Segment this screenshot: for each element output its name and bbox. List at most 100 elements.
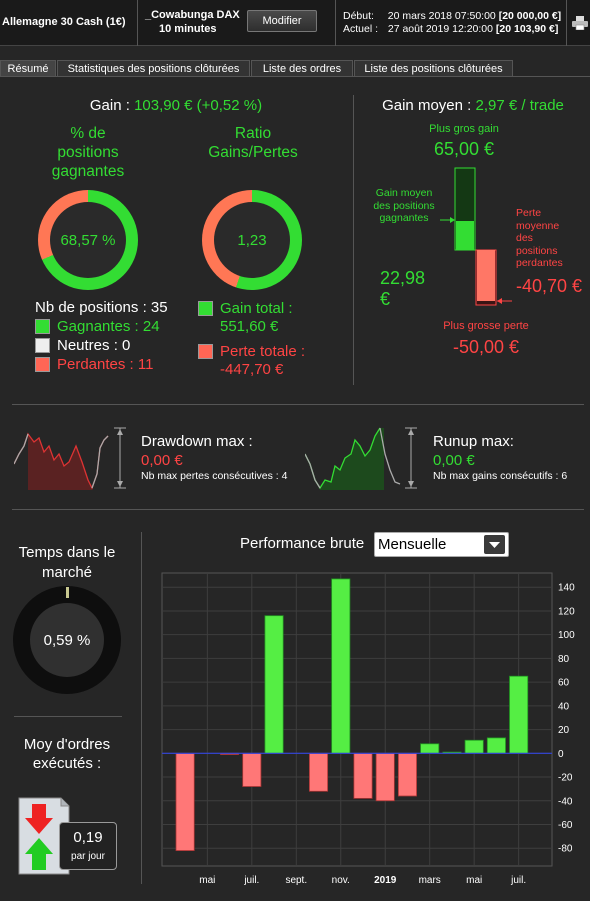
current-label: Actuel : bbox=[343, 23, 378, 35]
time-in-market-title: Temps dans le marché bbox=[12, 543, 122, 583]
divider-2 bbox=[12, 509, 584, 510]
orders-value: 0,19 bbox=[60, 829, 116, 846]
current-date: 27 août 2019 12:20:00 bbox=[388, 23, 493, 35]
y-tick-label: 60 bbox=[558, 678, 570, 689]
time-in-market-fill bbox=[66, 587, 69, 598]
instrument-name[interactable]: Allemagne 30 Cash (1€) bbox=[0, 0, 138, 46]
strategy-timeframe: 10 minutes bbox=[159, 23, 216, 35]
x-tick-label: mai bbox=[199, 875, 215, 886]
performance-bar bbox=[376, 753, 394, 800]
largest-gain-value: 65,00 € bbox=[404, 139, 524, 160]
total-gain-swatch bbox=[198, 301, 213, 316]
total-loss-swatch bbox=[198, 344, 213, 359]
performance-bar bbox=[309, 753, 327, 791]
total-gain-label: Gain total : bbox=[220, 300, 293, 317]
runup-label: Runup max: bbox=[433, 433, 514, 450]
y-tick-label: -40 bbox=[558, 796, 573, 807]
bottom-vertical-divider bbox=[141, 532, 142, 884]
performance-bar bbox=[354, 753, 372, 798]
performance-bar bbox=[265, 616, 283, 754]
drawdown-label: Drawdown max : bbox=[141, 433, 253, 450]
avg-gain-line: Gain moyen : 2,97 € / trade bbox=[356, 97, 590, 114]
tab-order-list[interactable]: Liste des ordres bbox=[251, 60, 353, 77]
x-tick-label: mai bbox=[466, 875, 482, 886]
total-loss-value: -447,70 € bbox=[220, 361, 283, 378]
winning-swatch bbox=[35, 319, 50, 334]
neutral-count: Neutres : 0 bbox=[57, 337, 130, 354]
performance-bar bbox=[465, 740, 483, 753]
avg-gain-value: 2,97 € / trade bbox=[475, 97, 563, 114]
tab-closed-positions-list[interactable]: Liste des positions clôturées bbox=[354, 60, 513, 77]
orders-unit: par jour bbox=[60, 851, 116, 862]
pct-winning-title: % de positions gagnantes bbox=[40, 124, 136, 181]
ratio-value: 1,23 bbox=[202, 232, 302, 249]
time-in-market-donut: 0,59 % bbox=[13, 586, 121, 694]
total-loss-label: Perte totale : bbox=[220, 343, 305, 360]
gain-label: Gain : bbox=[90, 97, 130, 114]
y-tick-label: 80 bbox=[558, 654, 570, 665]
x-tick-label: nov. bbox=[332, 875, 350, 886]
largest-gain-label: Plus gros gain bbox=[404, 123, 524, 135]
ratio-donut: 1,23 bbox=[202, 190, 302, 290]
y-tick-label: 100 bbox=[558, 630, 575, 641]
chevron-down-icon[interactable] bbox=[484, 535, 505, 554]
avg-losing-bar bbox=[477, 250, 495, 301]
runup-sparkline-icon bbox=[305, 424, 417, 492]
avg-winning-label: Gain moyen des positions gagnantes bbox=[367, 187, 441, 225]
largest-loss-label: Plus grosse perte bbox=[430, 320, 542, 332]
avg-losing-label: Perte moyenne des positions perdantes bbox=[516, 207, 576, 270]
avg-winning-value: 22,98 € bbox=[380, 268, 440, 310]
time-in-market-value: 0,59 % bbox=[13, 632, 121, 649]
plot-frame bbox=[162, 573, 552, 866]
divider-1 bbox=[12, 404, 584, 405]
printer-icon[interactable] bbox=[572, 16, 588, 30]
runup-consecutive: Nb max gains consécutifs : 6 bbox=[433, 470, 567, 482]
avg-winning-bar bbox=[456, 221, 474, 250]
modify-button[interactable]: Modifier bbox=[247, 10, 317, 32]
y-tick-label: 0 bbox=[558, 749, 564, 760]
performance-bar bbox=[487, 738, 505, 753]
x-tick-label: mars bbox=[419, 875, 441, 886]
gain-value: 103,90 € (+0,52 %) bbox=[134, 97, 262, 114]
avg-gain-loss-bars bbox=[440, 160, 520, 320]
y-tick-label: 40 bbox=[558, 701, 570, 712]
winning-count: Gagnantes : 24 bbox=[57, 318, 160, 335]
top-bar: Allemagne 30 Cash (1€) _Cowabunga DAX 10… bbox=[0, 0, 590, 46]
drawdown-consecutive: Nb max pertes consécutives : 4 bbox=[141, 470, 287, 482]
performance-bar bbox=[510, 676, 528, 753]
orders-title: Moy d'ordres exécutés : bbox=[12, 735, 122, 773]
x-tick-label: juil. bbox=[243, 875, 259, 886]
period-select-value: Mensuelle bbox=[378, 536, 446, 553]
y-tick-label: 120 bbox=[558, 606, 575, 617]
x-tick-label: 2019 bbox=[374, 875, 397, 886]
performance-bar bbox=[398, 753, 416, 796]
start-label: Début: bbox=[343, 10, 374, 22]
tab-closed-positions-stats[interactable]: Statistiques des positions clôturées bbox=[57, 60, 250, 77]
performance-bar bbox=[176, 753, 194, 850]
losing-swatch bbox=[35, 357, 50, 372]
orders-per-day-badge: 0,19 par jour bbox=[59, 822, 117, 870]
drawdown-sparkline-icon bbox=[14, 424, 126, 492]
performance-bar bbox=[421, 744, 439, 753]
summary-vertical-divider bbox=[353, 95, 354, 385]
ratio-title: Ratio Gains/Pertes bbox=[198, 124, 308, 162]
avg-losing-value: -40,70 € bbox=[516, 276, 586, 297]
y-tick-label: -60 bbox=[558, 820, 573, 831]
neutral-swatch bbox=[35, 338, 50, 353]
nb-positions: Nb de positions : 35 bbox=[35, 299, 168, 316]
losing-count: Perdantes : 11 bbox=[57, 356, 153, 373]
y-tick-label: 140 bbox=[558, 583, 575, 594]
performance-bar bbox=[243, 753, 261, 786]
runup-value: 0,00 € bbox=[433, 452, 475, 469]
divider-3 bbox=[14, 716, 122, 717]
largest-loss-value: -50,00 € bbox=[430, 337, 542, 358]
tab-summary[interactable]: Résumé bbox=[0, 60, 56, 77]
x-tick-label: sept. bbox=[285, 875, 307, 886]
strategy-panel: _Cowabunga DAX 10 minutes Modifier bbox=[139, 0, 336, 46]
y-tick-label: -20 bbox=[558, 773, 573, 784]
period-select[interactable]: Mensuelle bbox=[374, 532, 509, 557]
current-amount: [20 103,90 €] bbox=[496, 23, 558, 35]
pct-winning-value: 68,57 % bbox=[38, 232, 138, 249]
drawdown-value: 0,00 € bbox=[141, 452, 183, 469]
total-gain-value: 551,60 € bbox=[220, 318, 278, 335]
